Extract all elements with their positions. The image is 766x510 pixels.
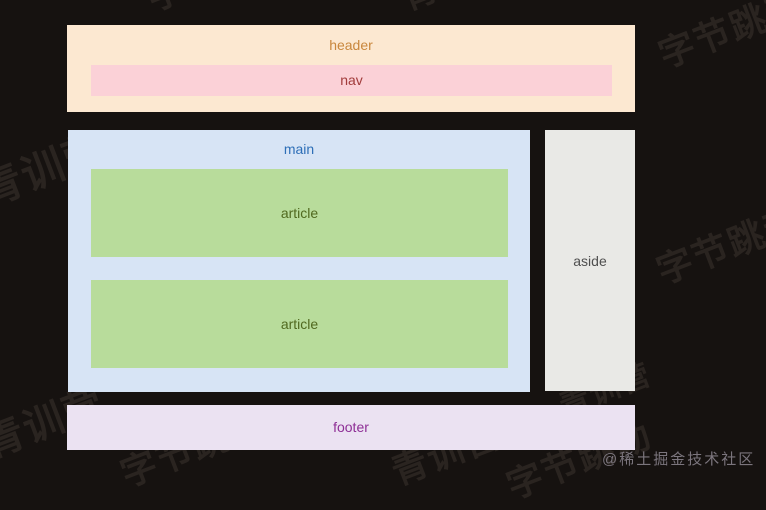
main-box: main article article <box>68 130 530 392</box>
header-label: header <box>329 37 373 53</box>
article-label: article <box>280 205 319 221</box>
article-box: article <box>91 280 508 368</box>
watermark-brand-text: 字节跳动 <box>650 198 766 292</box>
nav-box: nav <box>91 65 612 96</box>
footer-box: footer <box>67 405 635 450</box>
aside-label: aside <box>573 252 607 269</box>
watermark-brand-text: 字节跳动 <box>138 0 299 22</box>
footer-label: footer <box>333 419 369 435</box>
watermark-camp-text: 青训营 <box>392 0 517 21</box>
nav-label: nav <box>340 72 363 88</box>
attribution-watermark: @稀土掘金技术社区 <box>602 451 756 468</box>
aside-box: aside <box>545 130 635 391</box>
article-label: article <box>280 316 319 332</box>
watermark-brand-text: 字节跳动 <box>652 0 766 76</box>
main-label: main <box>283 141 315 157</box>
article-box: article <box>91 169 508 257</box>
header-box: header nav <box>67 25 635 112</box>
